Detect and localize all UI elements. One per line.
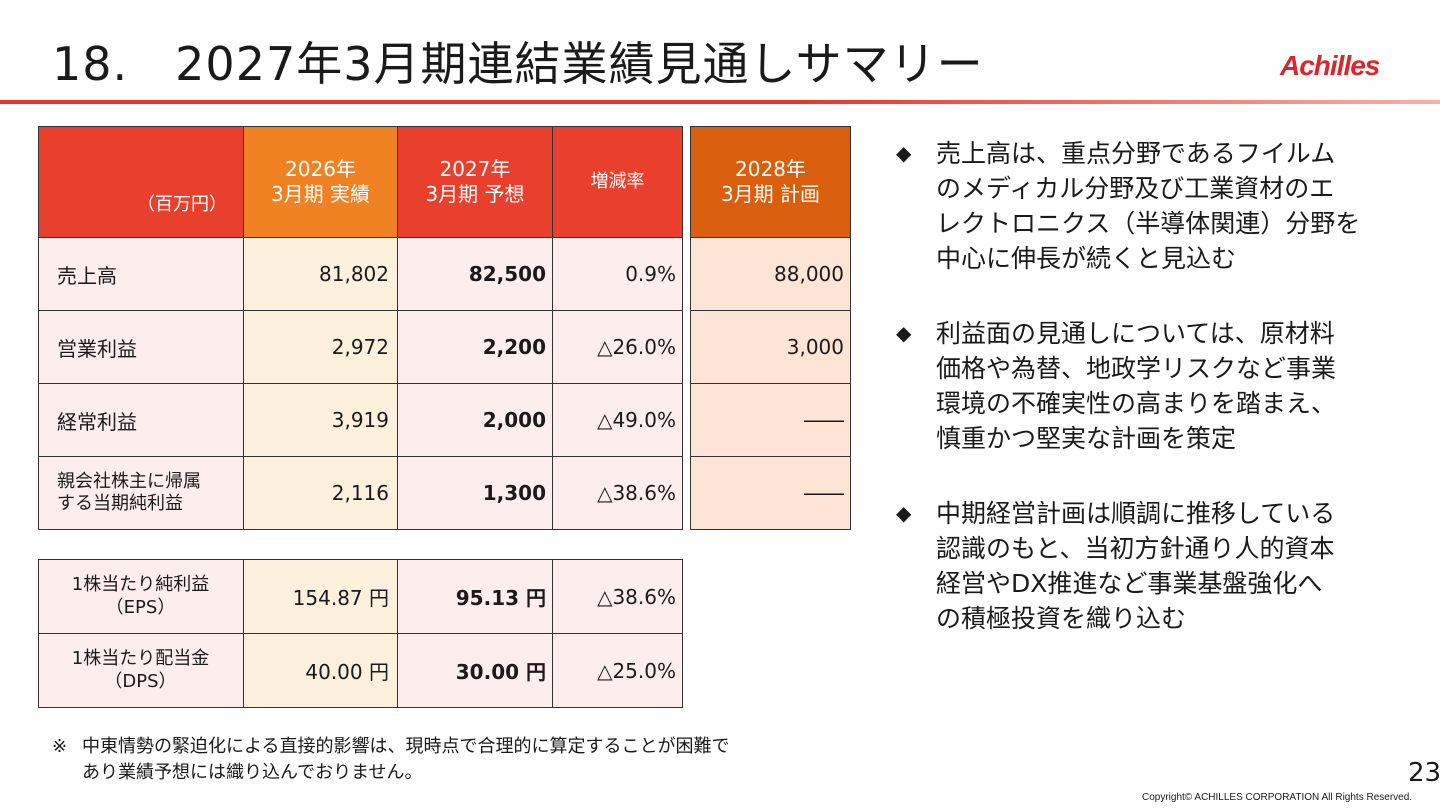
bullet-line: 中期経営計画は順調に推移している <box>936 499 1336 528</box>
bullet-item: ◆ 中期経営計画は順調に推移している 認識のもと、当初方針通り人的資本 経営やD… <box>896 496 1416 636</box>
per-share-table: 1株当たり純利益 （EPS） 154.87 円 95.13 円 △38.6% 1… <box>38 559 683 708</box>
table-row: 経常利益 3,919 2,000 △49.0% <box>38 383 683 457</box>
bullet-item: ◆ 売上高は、重点分野であるフイルム のメディカル分野及び工業資材のエ レクトロ… <box>896 136 1416 276</box>
fy2026-period: 3月期 実績 <box>270 182 371 206</box>
plan-header-row: 2028年 3月期 計画 <box>690 126 851 238</box>
title-divider <box>0 100 1440 104</box>
results-header-row: （百万円） 2026年 3月期 実績 2027年 3月期 予想 増減率 <box>38 126 683 238</box>
footnote: ※ 中東情勢の緊迫化による直接的影響は、現時点で合理的に算定することが困難で あ… <box>52 734 872 786</box>
results-table: （百万円） 2026年 3月期 実績 2027年 3月期 予想 増減率 売上高 … <box>38 126 683 530</box>
bullet-line: のメディカル分野及び工業資材のエ <box>936 174 1335 203</box>
table-row: ―― <box>690 383 851 457</box>
table-row: 親会社株主に帰属 する当期純利益 2,116 1,300 △38.6% <box>38 456 683 530</box>
bullet-line: 利益面の見通しについては、原材料 <box>936 319 1335 348</box>
row-label-net-income: 親会社株主に帰属 する当期純利益 <box>38 456 244 530</box>
fy2026-value: 154.87 円 <box>243 559 398 634</box>
row-label-line: する当期純利益 <box>57 493 183 514</box>
change-rate-value: △38.6% <box>552 559 683 634</box>
row-label-line: 親会社株主に帰属 <box>57 470 201 492</box>
plan-value: ―― <box>690 383 851 457</box>
row-label-line: 1株当たり純利益 <box>71 574 210 595</box>
summary-bullets: ◆ 売上高は、重点分野であるフイルム のメディカル分野及び工業資材のエ レクトロ… <box>896 136 1416 676</box>
bullet-line: 経営やDX推進など事業基盤強化へ <box>936 569 1323 598</box>
row-label-line: （EPS） <box>105 596 176 618</box>
bullet-item: ◆ 利益面の見通しについては、原材料 価格や為替、地政学リスクなど事業 環境の不… <box>896 316 1416 456</box>
row-label-operating-profit: 営業利益 <box>38 310 244 384</box>
bullet-line: レクトロニクス（半導体関連）分野を <box>936 209 1361 238</box>
change-rate-value: △25.0% <box>552 633 683 708</box>
bullet-line: の積極投資を織り込む <box>936 604 1187 633</box>
company-logo: Achilles <box>1280 50 1380 81</box>
fy2027-forecast-header: 2027年 3月期 予想 <box>397 126 553 238</box>
change-rate-value: △49.0% <box>552 383 683 457</box>
fy2026-actual-header: 2026年 3月期 実績 <box>243 126 398 238</box>
plan-value: 3,000 <box>690 310 851 384</box>
fy2027-year: 2027年 <box>439 157 511 181</box>
unit-header: （百万円） <box>38 126 244 238</box>
copyright: Copyright© ACHILLES CORPORATION All Righ… <box>1142 792 1413 803</box>
footnote-line: あり業績予想には織り込んでおりません。 <box>82 762 423 783</box>
fy2027-value: 2,200 <box>397 310 553 384</box>
note-mark: ※ <box>52 736 68 757</box>
bullet-line: 慎重かつ堅実な計画を策定 <box>936 424 1237 453</box>
bullet-line: 売上高は、重点分野であるフイルム <box>936 139 1336 168</box>
table-row: 3,000 <box>690 310 851 384</box>
fy2028-period: 3月期 計画 <box>720 182 821 206</box>
row-label-net-sales: 売上高 <box>38 237 244 311</box>
fy2026-value: 40.00 円 <box>243 633 398 708</box>
fy2026-value: 81,802 <box>243 237 398 311</box>
fy2027-value: 2,000 <box>397 383 553 457</box>
fy2027-value: 30.00 円 <box>397 633 553 708</box>
footnote-line: 中東情勢の緊迫化による直接的影響は、現時点で合理的に算定することが困難で <box>82 736 730 757</box>
row-label-eps: 1株当たり純利益 （EPS） <box>38 559 244 634</box>
fy2026-value: 2,116 <box>243 456 398 530</box>
fy2027-period: 3月期 予想 <box>425 182 525 206</box>
change-rate-header: 増減率 <box>552 126 683 238</box>
page-title: 18. 2027年3月期連結業績見通しサマリー <box>52 37 984 91</box>
table-row: 1株当たり配当金 （DPS） 40.00 円 30.00 円 △25.0% <box>38 633 683 708</box>
fy2026-value: 3,919 <box>243 383 398 457</box>
change-rate-value: △38.6% <box>552 456 683 530</box>
plan-table: 2028年 3月期 計画 88,000 3,000 ―― ―― <box>690 126 851 530</box>
bullet-line: 認識のもと、当初方針通り人的資本 <box>936 534 1335 563</box>
diamond-bullet-icon: ◆ <box>896 501 912 525</box>
fy2026-value: 2,972 <box>243 310 398 384</box>
bullet-line: 価格や為替、地政学リスクなど事業 <box>936 354 1337 383</box>
fy2027-value: 1,300 <box>397 456 553 530</box>
diamond-bullet-icon: ◆ <box>896 321 912 345</box>
bullet-line: 中心に伸長が続くと見込む <box>936 244 1237 273</box>
fy2028-plan-header: 2028年 3月期 計画 <box>690 126 851 238</box>
row-label-line: 1株当たり配当金 <box>71 648 210 669</box>
table-row: 1株当たり純利益 （EPS） 154.87 円 95.13 円 △38.6% <box>38 559 683 634</box>
row-label-line: （DPS） <box>104 670 177 692</box>
fy2026-year: 2026年 <box>285 157 356 181</box>
plan-value: 88,000 <box>690 237 851 311</box>
fy2027-value: 95.13 円 <box>397 559 553 634</box>
table-row: 営業利益 2,972 2,200 △26.0% <box>38 310 683 384</box>
row-label-dps: 1株当たり配当金 （DPS） <box>38 633 244 708</box>
change-rate-value: 0.9% <box>552 237 683 311</box>
fy2027-value: 82,500 <box>397 237 553 311</box>
bullet-line: 環境の不確実性の高まりを踏まえ、 <box>936 389 1337 418</box>
table-row: ―― <box>690 456 851 530</box>
table-row: 売上高 81,802 82,500 0.9% <box>38 237 683 311</box>
page-number: 23 <box>1408 758 1440 788</box>
table-row: 88,000 <box>690 237 851 311</box>
row-label-ordinary-profit: 経常利益 <box>38 383 244 457</box>
change-rate-value: △26.0% <box>552 310 683 384</box>
plan-value: ―― <box>690 456 851 530</box>
diamond-bullet-icon: ◆ <box>896 141 912 165</box>
fy2028-year: 2028年 <box>735 157 806 181</box>
